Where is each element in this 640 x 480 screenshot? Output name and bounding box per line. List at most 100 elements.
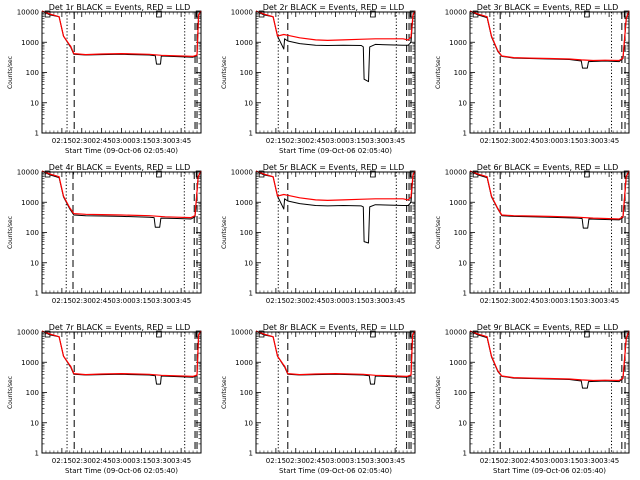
- x-tick-label: 02:30: [72, 457, 92, 465]
- x-tick-label: 03:15: [559, 457, 579, 465]
- y-tick-label: 1: [249, 130, 253, 138]
- series-line-lld: [469, 10, 630, 62]
- y-tick-label: 1000: [449, 199, 467, 207]
- x-tick-label: 03:30: [365, 457, 385, 465]
- y-tick-label: 10000: [17, 9, 39, 17]
- y-tick-label: 10: [458, 99, 467, 107]
- x-tick-label: 03:15: [559, 297, 579, 305]
- y-tick-label: 1: [463, 450, 467, 458]
- x-tick-label: 03:30: [365, 137, 385, 145]
- x-axis-label: Start Time (09-Oct-06 02:05:40): [493, 467, 606, 475]
- panel-title: Det 6r BLACK = Events, RED = LLD: [477, 163, 619, 172]
- x-tick-label: 03:45: [385, 297, 405, 305]
- y-tick-label: 100: [454, 229, 467, 237]
- series-line-lld: [469, 170, 630, 220]
- plot-frame: [41, 331, 202, 454]
- y-tick-label: 1000: [21, 39, 39, 47]
- series-line-lld: [469, 330, 630, 382]
- y-tick-label: 1000: [21, 199, 39, 207]
- x-tick-label: 02:15: [266, 137, 286, 145]
- x-tick-label: 03:00: [539, 297, 559, 305]
- x-tick-label: 03:30: [151, 137, 171, 145]
- x-tick-label: 03:30: [365, 297, 385, 305]
- x-tick-label: 02:45: [92, 297, 112, 305]
- x-tick-label: 03:00: [539, 457, 559, 465]
- x-tick-label: 02:45: [306, 297, 326, 305]
- panel-title: Det 2r BLACK = Events, RED = LLD: [263, 3, 405, 12]
- x-tick-label: 03:30: [579, 297, 599, 305]
- x-tick-label: 03:15: [131, 137, 151, 145]
- y-tick-label: 100: [26, 389, 39, 397]
- y-axis-label: Counts/sec: [221, 376, 228, 409]
- x-tick-label: 02:45: [306, 137, 326, 145]
- interval-marker-box: [370, 10, 376, 18]
- plot-frame: [41, 11, 202, 134]
- y-tick-label: 10000: [231, 169, 253, 177]
- interval-marker-box: [584, 170, 590, 178]
- y-tick-label: 1: [249, 450, 253, 458]
- x-tick-label: 03:15: [559, 137, 579, 145]
- y-tick-label: 1: [35, 130, 39, 138]
- series-line-lld: [41, 10, 202, 58]
- panel-7: Det 7r BLACK = Events, RED = LLD Counts/s…: [7, 323, 202, 475]
- y-tick-label: 1: [35, 450, 39, 458]
- y-tick-label: 10: [244, 419, 253, 427]
- y-axis-label: Counts/sec: [435, 216, 442, 249]
- x-tick-label: 03:00: [539, 137, 559, 145]
- panel-3: Det 3r BLACK = Events, RED = LLD Counts/s…: [435, 3, 630, 145]
- x-tick-label: 03:45: [599, 137, 619, 145]
- y-tick-label: 10000: [231, 329, 253, 337]
- y-tick-label: 100: [240, 229, 253, 237]
- x-tick-label: 03:15: [345, 457, 365, 465]
- y-tick-label: 1: [463, 130, 467, 138]
- y-tick-label: 100: [26, 69, 39, 77]
- y-tick-label: 10: [30, 259, 39, 267]
- y-axis-label: Counts/sec: [435, 56, 442, 89]
- plot-frame: [255, 331, 416, 454]
- panel-title: Det 1r BLACK = Events, RED = LLD: [49, 3, 191, 12]
- panel-title: Det 3r BLACK = Events, RED = LLD: [477, 3, 619, 12]
- interval-marker-box: [584, 330, 590, 338]
- y-tick-label: 1000: [235, 39, 253, 47]
- plot-frame: [469, 11, 630, 134]
- x-tick-label: 03:45: [171, 457, 191, 465]
- panel-1: Det 1r BLACK = Events, RED = LLD Counts/s…: [7, 3, 202, 155]
- x-tick-label: 02:30: [72, 297, 92, 305]
- y-tick-label: 1: [35, 290, 39, 298]
- x-tick-label: 02:30: [500, 457, 520, 465]
- series-line-events: [255, 170, 416, 244]
- panel-title: Det 5r BLACK = Events, RED = LLD: [263, 163, 405, 172]
- plot-frame: [255, 11, 416, 134]
- x-tick-label: 03:00: [111, 297, 131, 305]
- series-line-lld: [41, 330, 202, 377]
- x-tick-label: 03:30: [579, 457, 599, 465]
- x-tick-label: 03:00: [111, 457, 131, 465]
- interval-marker-box: [156, 10, 162, 18]
- y-tick-label: 10000: [445, 9, 467, 17]
- x-axis-label: Start Time (09-Oct-06 02:05:40): [279, 147, 392, 155]
- y-axis-label: Counts/sec: [7, 376, 14, 409]
- x-tick-label: 03:15: [131, 297, 151, 305]
- panel-title: Det 9r BLACK = Events, RED = LLD: [477, 323, 619, 332]
- x-tick-label: 02:45: [520, 297, 540, 305]
- plot-frame: [255, 171, 416, 294]
- series-line-lld: [255, 170, 416, 201]
- x-tick-label: 02:15: [480, 457, 500, 465]
- x-tick-label: 03:00: [325, 457, 345, 465]
- panel-title: Det 4r BLACK = Events, RED = LLD: [49, 163, 191, 172]
- x-tick-label: 03:45: [385, 457, 405, 465]
- x-tick-label: 03:45: [171, 297, 191, 305]
- x-tick-label: 02:15: [52, 457, 72, 465]
- y-tick-label: 100: [240, 69, 253, 77]
- y-tick-label: 1000: [235, 359, 253, 367]
- y-tick-label: 10000: [231, 9, 253, 17]
- y-axis-label: Counts/sec: [221, 216, 228, 249]
- interval-marker-box: [370, 170, 376, 178]
- y-tick-label: 10000: [445, 329, 467, 337]
- panel-2: Det 2r BLACK = Events, RED = LLD Counts/s…: [221, 3, 416, 155]
- y-tick-label: 10: [458, 259, 467, 267]
- panel-6: Det 6r BLACK = Events, RED = LLD Counts/s…: [435, 163, 630, 305]
- interval-marker-box: [584, 10, 590, 18]
- y-tick-label: 1: [249, 290, 253, 298]
- y-tick-label: 100: [26, 229, 39, 237]
